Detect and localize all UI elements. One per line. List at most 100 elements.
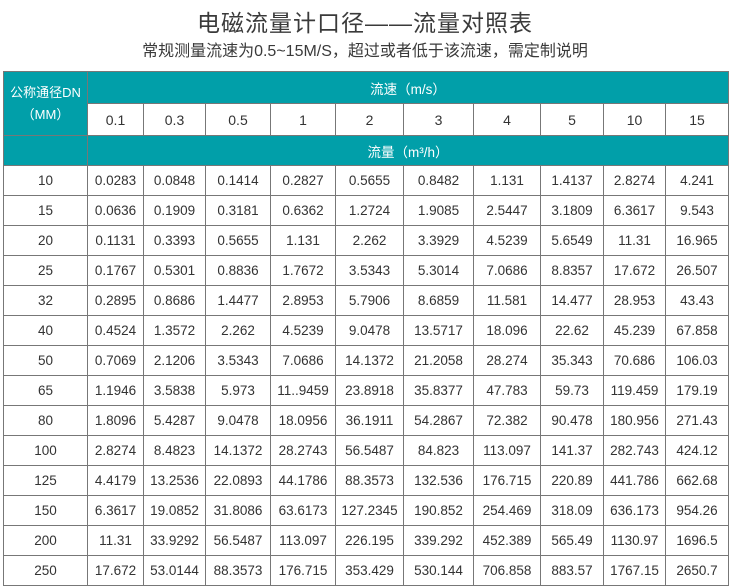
- flow-cell: 11.31: [87, 525, 144, 556]
- flow-cell: 8.4823: [143, 435, 206, 466]
- flow-cell: 9.0478: [335, 315, 404, 346]
- flow-cell: 13.5717: [403, 315, 474, 346]
- dn-cell: 25: [3, 255, 88, 286]
- flow-cell: 1.4477: [205, 285, 271, 316]
- flow-cell: 21.2058: [403, 345, 474, 376]
- flow-cell: 4.4179: [87, 465, 144, 496]
- dn-header-line2: （MM）: [21, 106, 70, 122]
- flow-cell: 59.73: [540, 375, 604, 406]
- flow-cell: 13.2536: [143, 465, 206, 496]
- flow-cell: 3.5343: [205, 345, 271, 376]
- velocity-cell: 1: [270, 103, 336, 136]
- flow-cell: 0.5301: [143, 255, 206, 286]
- flow-cell: 4.241: [664, 165, 730, 196]
- flow-cell: 14.1372: [335, 345, 404, 376]
- flow-cell: 113.097: [473, 435, 541, 466]
- flow-cell: 271.43: [664, 405, 730, 436]
- flow-cell: 5.6549: [540, 225, 604, 256]
- flow-cell: 441.786: [603, 465, 666, 496]
- flow-cell: 180.956: [603, 405, 666, 436]
- flow-cell: 2.8274: [603, 165, 666, 196]
- flow-cell: 0.1767: [87, 255, 144, 286]
- velocity-cell: 15: [664, 103, 730, 136]
- flow-cell: 452.389: [473, 525, 541, 556]
- flow-cell: 565.49: [540, 525, 604, 556]
- flow-cell: 1.131: [270, 225, 336, 256]
- flow-cell: 35.343: [540, 345, 604, 376]
- flow-cell: 1.3572: [143, 315, 206, 346]
- flow-cell: 176.715: [270, 555, 336, 586]
- dn-cell: 125: [3, 465, 88, 496]
- flow-cell: 5.7906: [335, 285, 404, 316]
- flow-cell: 3.5838: [143, 375, 206, 406]
- dn-cell: 20: [3, 225, 88, 256]
- flow-cell: 0.6362: [270, 195, 336, 226]
- flow-cell: 106.03: [664, 345, 730, 376]
- flow-cell: 339.292: [403, 525, 474, 556]
- flow-cell: 1.9085: [403, 195, 474, 226]
- flow-cell: 3.5343: [335, 255, 404, 286]
- flow-header: 流量（m³/h）: [86, 135, 730, 166]
- velocity-cell: 3: [403, 103, 474, 136]
- flow-cell: 9.0478: [205, 405, 271, 436]
- flow-cell: 530.144: [403, 555, 474, 586]
- flow-cell: 26.507: [664, 255, 730, 286]
- velocity-cell: 0.3: [143, 103, 206, 136]
- flow-cell: 0.1414: [205, 165, 271, 196]
- flow-cell: 17.672: [603, 255, 666, 286]
- table-row: 200 11.31 33.9292 56.5487 113.097 226.195 339.…: [3, 525, 730, 556]
- flow-cell: 18.096: [473, 315, 541, 346]
- flow-cell: 176.715: [473, 465, 541, 496]
- velocity-header: 流速（m/s）: [86, 71, 730, 104]
- flow-cell: 1.1946: [87, 375, 144, 406]
- flow-cell: 0.4524: [87, 315, 144, 346]
- flow-cell: 1696.5: [664, 525, 730, 556]
- page-subtitle: 常规测量流速为0.5~15M/S，超过或者低于该流速，需定制说明: [142, 43, 588, 60]
- flow-cell: 0.8836: [205, 255, 271, 286]
- flow-cell: 70.686: [603, 345, 666, 376]
- flow-cell: 22.62: [540, 315, 604, 346]
- flow-cell: 0.0848: [143, 165, 206, 196]
- flow-cell: 2.8274: [87, 435, 144, 466]
- flow-cell: 88.3573: [205, 555, 271, 586]
- flow-cell: 5.973: [205, 375, 271, 406]
- flow-cell: 0.7069: [87, 345, 144, 376]
- dn-cell: 15: [3, 195, 88, 226]
- flow-cell: 18.0956: [270, 405, 336, 436]
- flow-cell: 16.965: [664, 225, 730, 256]
- flow-cell: 11..9459: [270, 375, 336, 406]
- flow-cell: 2.262: [335, 225, 404, 256]
- flow-cell: 220.89: [540, 465, 604, 496]
- flow-cell: 1.4137: [540, 165, 604, 196]
- flow-cell: 28.953: [603, 285, 666, 316]
- table-row: 80 1.8096 5.4287 9.0478 18.0956 36.1911 54.286…: [3, 405, 730, 436]
- table-row: 40 0.4524 1.3572 2.262 4.5239 9.0478 13.5717 18…: [3, 315, 730, 346]
- flow-cell: 28.274: [473, 345, 541, 376]
- flow-cell: 0.5655: [335, 165, 404, 196]
- dn-cell: 250: [3, 555, 88, 586]
- flow-cell: 19.0852: [143, 495, 206, 526]
- velocity-cell: 0.5: [205, 103, 271, 136]
- flow-cell: 72.382: [473, 405, 541, 436]
- flow-cell: 28.2743: [270, 435, 336, 466]
- flow-cell: 0.1131: [87, 225, 144, 256]
- flow-cell: 0.8686: [143, 285, 206, 316]
- table-row: 100 2.8274 8.4823 14.1372 28.2743 56.5487 84.8…: [3, 435, 730, 466]
- flow-cell: 45.239: [603, 315, 666, 346]
- flow-cell: 11.31: [603, 225, 666, 256]
- flow-cell: 1.2724: [335, 195, 404, 226]
- flow-cell: 56.5487: [205, 525, 271, 556]
- velocity-cell: 0.1: [87, 103, 144, 136]
- table-row: 250 17.672 53.0144 88.3573 176.715 353.429 530…: [3, 555, 730, 586]
- flow-cell: 6.3617: [87, 495, 144, 526]
- flow-cell: 0.2895: [87, 285, 144, 316]
- flow-cell: 179.19: [664, 375, 730, 406]
- dn-cell: 150: [3, 495, 88, 526]
- flow-cell: 14.477: [540, 285, 604, 316]
- flow-cell: 0.8482: [403, 165, 474, 196]
- flow-cell: 36.1911: [335, 405, 404, 436]
- page-title: 电磁流量计口径——流量对照表: [197, 10, 533, 36]
- velocity-cell: 2: [335, 103, 404, 136]
- velocity-cell: 10: [603, 103, 666, 136]
- table-row: 65 1.1946 3.5838 5.973 11..9459 23.8918 35.837…: [3, 375, 730, 406]
